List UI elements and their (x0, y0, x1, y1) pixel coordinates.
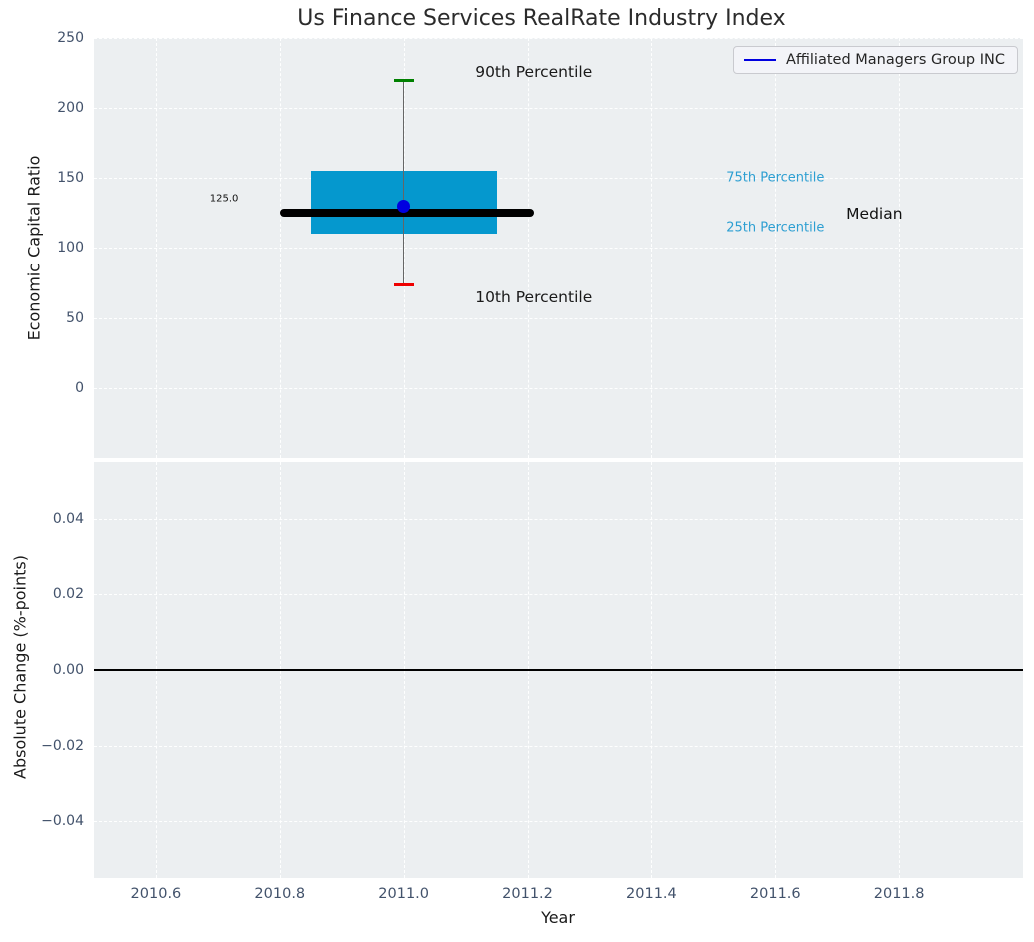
gridline (94, 108, 1023, 109)
x-tick-label: 2010.8 (254, 886, 306, 902)
y-tick-label: 250 (57, 30, 84, 46)
legend: Affiliated Managers Group INC (732, 46, 1018, 74)
median-line (279, 209, 534, 217)
chart-title: Us Finance Services RealRate Industry In… (297, 6, 786, 31)
company-marker (397, 199, 411, 213)
whisker-cap-10th (393, 282, 414, 286)
whisker-cap-90th (393, 78, 414, 82)
annotation-p75-label: 75th Percentile (726, 170, 825, 186)
x-axis-label: Year (541, 908, 575, 927)
gridline (94, 594, 1023, 596)
gridline (94, 518, 1023, 520)
legend-label: Affiliated Managers Group INC (785, 52, 1005, 68)
bottom-axes-plot-area (94, 462, 1023, 878)
y-tick-label: −0.02 (41, 737, 84, 754)
top-axes-plot-area: Affiliated Managers Group INC 90th Perce… (94, 38, 1023, 458)
y-tick-label: 0.02 (52, 586, 84, 603)
legend-line-icon (743, 59, 776, 61)
annotation-p90-label: 90th Percentile (475, 62, 593, 81)
y-tick-label: 0.04 (52, 510, 84, 527)
x-tick-label: 2011.6 (749, 886, 801, 902)
x-tick-label: 2010.6 (130, 886, 182, 902)
annotation-p10-label: 10th Percentile (475, 288, 593, 306)
gridline (94, 821, 1023, 823)
gridline (94, 318, 1023, 319)
zero-line (94, 669, 1023, 671)
x-tick-label: 2011.2 (502, 886, 553, 902)
y-tick-label: 0 (75, 380, 84, 396)
annotation-median-label: Median (846, 204, 903, 223)
y-tick-label: 200 (57, 100, 84, 116)
y-tick-label: 150 (57, 170, 84, 186)
x-tick-label: 2011.8 (873, 886, 925, 902)
gridline (94, 745, 1023, 747)
y-tick-label: 0.00 (52, 662, 84, 678)
gridline (94, 38, 1023, 39)
annotation-p25-label: 25th Percentile (726, 220, 825, 236)
y-tick-label: 100 (57, 240, 84, 256)
gridline (94, 388, 1023, 389)
x-tick-label: 2011.4 (626, 886, 677, 902)
x-tick-label: 2011.0 (378, 886, 430, 902)
annotation-median-value-label: 125.0 (209, 193, 239, 205)
gridline (94, 248, 1023, 249)
whisker-line (402, 80, 405, 285)
y-tick-label: 50 (66, 310, 84, 326)
gridline (94, 178, 1023, 179)
y-tick-label: −0.04 (41, 813, 84, 830)
